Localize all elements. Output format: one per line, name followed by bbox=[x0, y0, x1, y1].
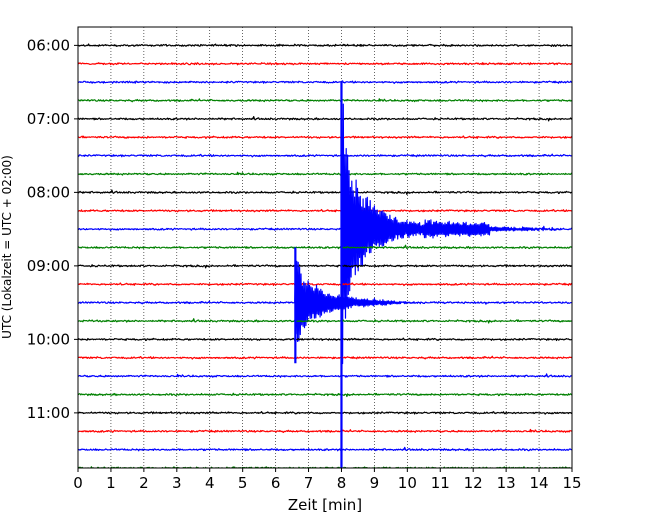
seismic-trace bbox=[78, 264, 572, 269]
x-tick-label: 1 bbox=[106, 474, 116, 492]
seismic-trace bbox=[78, 282, 572, 287]
y-axis-ticks: 06:00 07:00 08:00 09:00 10:00 11:00 bbox=[27, 36, 78, 422]
x-tick-label: 8 bbox=[337, 474, 347, 492]
x-tick-label: 2 bbox=[139, 474, 149, 492]
seismic-trace bbox=[78, 260, 572, 342]
seismic-trace bbox=[78, 135, 572, 139]
seismic-trace bbox=[78, 337, 572, 342]
y-tick-label: 11:00 bbox=[27, 404, 70, 422]
x-tick-label: 4 bbox=[205, 474, 215, 492]
x-tick-label: 12 bbox=[464, 474, 483, 492]
seismic-trace bbox=[78, 80, 572, 85]
x-tick-label: 14 bbox=[530, 474, 549, 492]
seismic-trace bbox=[78, 411, 572, 415]
seismic-trace bbox=[78, 373, 572, 378]
y-tick-label: 10:00 bbox=[27, 330, 70, 348]
y-tick-label: 06:00 bbox=[27, 36, 70, 54]
trace-layer bbox=[78, 43, 572, 468]
seismic-trace bbox=[78, 153, 572, 158]
seismic-trace bbox=[78, 244, 572, 250]
seismic-trace bbox=[78, 208, 572, 213]
seismic-trace bbox=[78, 98, 572, 103]
x-tick-label: 9 bbox=[370, 474, 380, 492]
seismic-trace bbox=[78, 189, 572, 195]
y-tick-label: 09:00 bbox=[27, 257, 70, 275]
y-tick-label: 07:00 bbox=[27, 110, 70, 128]
x-tick-label: 15 bbox=[562, 474, 581, 492]
y-axis-label: UTC (Lokalzeit = UTC + 02:00) bbox=[0, 155, 14, 339]
seismic-trace bbox=[78, 62, 572, 66]
x-tick-label: 13 bbox=[497, 474, 516, 492]
seismic-trace bbox=[78, 43, 572, 48]
x-tick-label: 3 bbox=[172, 474, 182, 492]
seismic-trace bbox=[78, 171, 572, 176]
seismic-trace bbox=[78, 355, 572, 360]
seismic-trace bbox=[78, 428, 572, 433]
plot-frame bbox=[77, 26, 573, 469]
seismic-trace bbox=[78, 115, 572, 122]
x-tick-label: 0 bbox=[73, 474, 83, 492]
y-tick-label: 08:00 bbox=[27, 183, 70, 201]
x-axis-label: Zeit [min] bbox=[288, 496, 362, 514]
x-tick-label: 11 bbox=[431, 474, 450, 492]
seismic-trace bbox=[78, 102, 572, 365]
seismic-trace bbox=[78, 318, 572, 324]
x-tick-label: 7 bbox=[304, 474, 314, 492]
x-tick-label: 5 bbox=[238, 474, 248, 492]
x-axis-ticks: 0 1 2 3 4 5 6 7 8 9 10 11 12 13 14 15 bbox=[73, 468, 582, 492]
x-tick-label: 6 bbox=[271, 474, 281, 492]
seismic-trace bbox=[78, 392, 572, 398]
seismic-trace bbox=[78, 446, 572, 452]
x-tick-label: 10 bbox=[398, 474, 417, 492]
